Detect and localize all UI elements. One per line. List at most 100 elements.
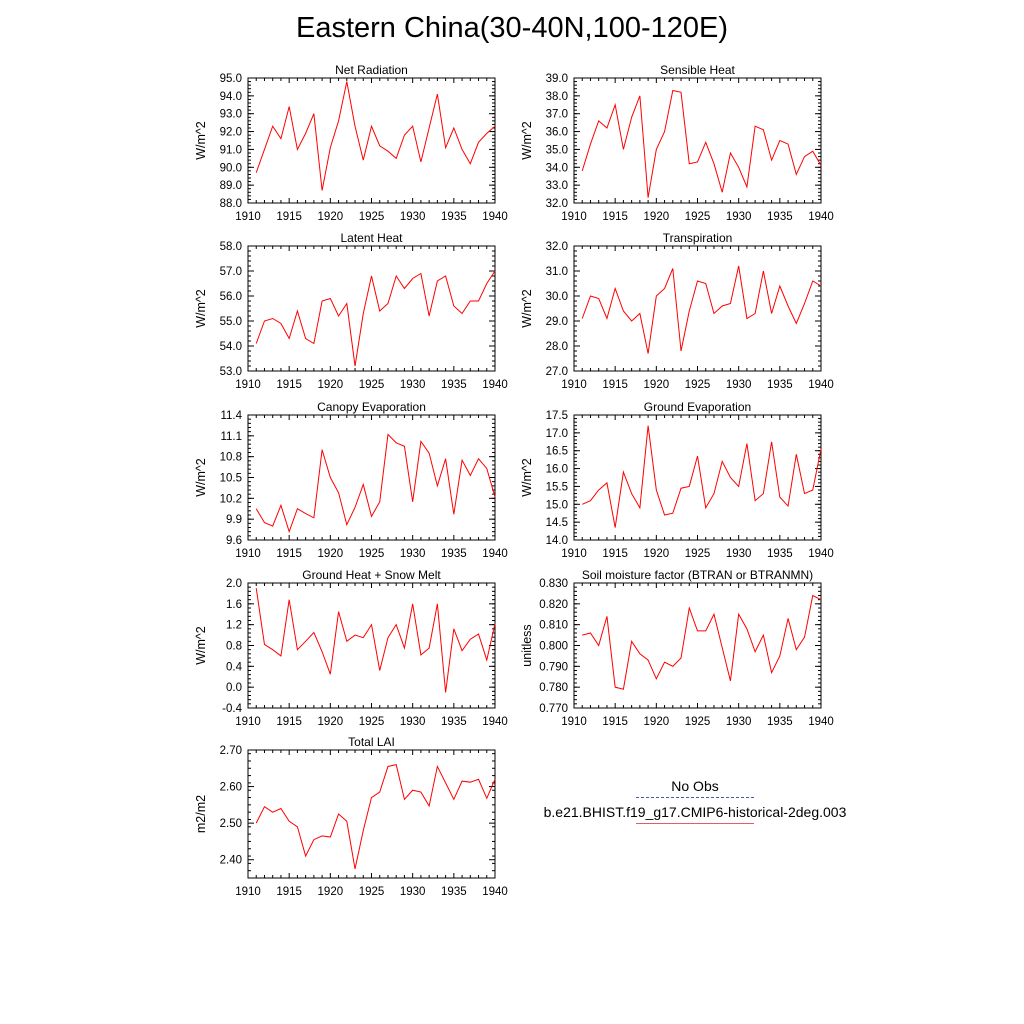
data-point [305,641,306,642]
data-point [730,152,731,153]
data-point [639,95,640,96]
x-tick-label: 1925 [685,211,711,223]
data-point [779,655,780,656]
data-point [313,113,314,114]
data-point [804,156,805,157]
data-point [705,507,706,508]
data-point [672,513,673,514]
data-point [354,507,355,508]
data-point [437,280,438,281]
data-point [631,641,632,642]
y-tick-label: 14.5 [546,517,568,529]
y-tick-label: 9.9 [226,514,242,526]
x-tick-label: 1930 [400,211,426,223]
data-point [453,799,454,800]
data-point [763,129,764,130]
y-tick-label: 11.4 [220,410,242,422]
y-tick-label: 94.0 [220,91,242,103]
data-point [346,641,347,642]
data-point [371,516,372,517]
x-tick-label: 1935 [767,548,793,560]
data-point [461,460,462,461]
series-line [255,270,496,367]
data-point [763,493,764,494]
y-tick-label: 2.70 [220,745,242,757]
data-point [280,655,281,656]
data-point [338,492,339,493]
x-tick-label: 1935 [441,379,467,391]
data-point [280,323,281,324]
y-tick-label: 90.0 [220,162,242,174]
y-tick-label: 38.0 [546,91,568,103]
panel-1: 1910 1915 1920 1925 1930 1935 1940 88.0 89.0 90.0… [194,63,508,223]
data-point [256,172,257,173]
data-point [429,453,430,454]
data-point [445,782,446,783]
x-tick-label: 1910 [235,716,261,728]
data-point [322,835,323,836]
x-tick-label: 1940 [482,886,508,898]
data-point [582,504,583,505]
y-tick-label: 29.0 [546,316,568,328]
data-point [606,482,607,483]
data-point [582,318,583,319]
data-point [648,425,649,426]
data-point [796,649,797,650]
panel-title: Canopy Evaporation [317,400,426,414]
data-point [697,455,698,456]
data-point [264,644,265,645]
data-point [354,634,355,635]
x-tick-label: 1910 [235,548,261,560]
data-point [404,288,405,289]
data-point [256,508,257,509]
data-point [354,868,355,869]
y-tick-label: 17.0 [546,428,568,440]
data-point [437,603,438,604]
data-point [763,634,764,635]
y-tick-label: 34.0 [546,162,568,174]
data-point [787,618,788,619]
data-point [615,288,616,289]
y-tick-label: 93.0 [220,109,242,121]
panel-title: Ground Heat + Snow Melt [302,568,441,582]
y-tick-label: 16.5 [546,446,568,458]
y-axis-label: W/m^2 [520,458,534,497]
x-tick-label: 1940 [482,379,508,391]
x-tick-label: 1910 [561,716,587,728]
x-tick-label: 1930 [726,211,752,223]
y-tick-label: 35.0 [546,144,568,156]
data-point [606,127,607,128]
x-tick-label: 1935 [767,379,793,391]
data-point [713,163,714,164]
y-tick-label: 10.2 [220,493,242,505]
data-point [387,434,388,435]
data-point [623,149,624,150]
x-tick-label: 1935 [767,211,793,223]
data-point [387,637,388,638]
data-point [470,163,471,164]
x-tick-label: 1910 [235,379,261,391]
data-point [796,174,797,175]
data-point [289,106,290,107]
data-point [461,780,462,781]
data-point [313,517,314,518]
data-point [280,808,281,809]
panel-3: 1910 1915 1920 1925 1930 1935 1940 53.0 54.0 55.0… [194,231,508,391]
y-tick-label: 92.0 [220,127,242,139]
x-tick-label: 1925 [359,886,385,898]
data-point [420,441,421,442]
data-point [771,160,772,161]
data-point [330,674,331,675]
y-tick-label: 57.0 [220,266,242,278]
data-point [804,303,805,304]
panel-title: Soil moisture factor (BTRAN or BTRANMN) [582,568,813,582]
data-point [615,527,616,528]
data-point [470,782,471,783]
y-tick-label: 15.5 [546,481,568,493]
panel-5: 1910 1915 1920 1925 1930 1935 1940 9.6 9.9 10.2 10… [194,400,508,560]
data-point [656,489,657,490]
data-point [494,779,495,780]
x-tick-label: 1915 [276,548,302,560]
data-point [820,165,821,166]
data-point [461,313,462,314]
